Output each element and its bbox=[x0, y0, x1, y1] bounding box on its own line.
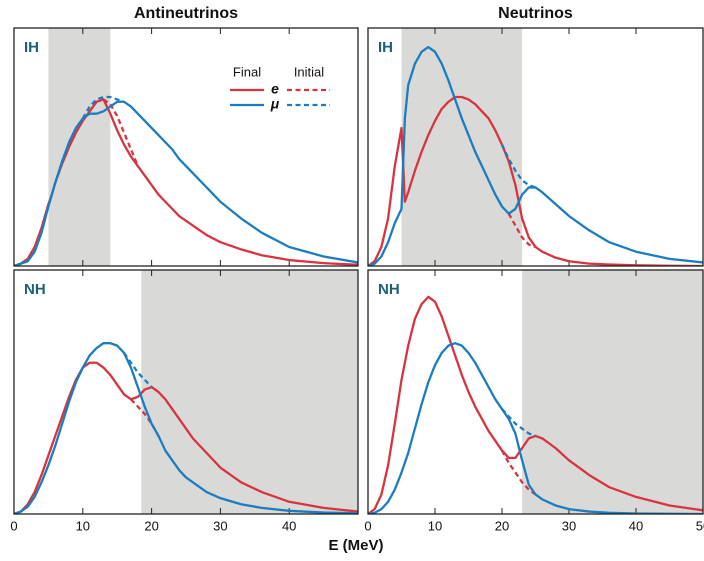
x-tick-label: 0 bbox=[364, 518, 371, 533]
legend-header: Initial bbox=[294, 64, 324, 79]
initial-line bbox=[501, 408, 536, 438]
panel bbox=[14, 270, 358, 514]
x-axis-label: E (MeV) bbox=[328, 537, 383, 554]
panel-label: NH bbox=[24, 281, 46, 298]
legend-header: Final bbox=[233, 64, 261, 79]
initial-line bbox=[507, 213, 536, 249]
x-tick-label: 0 bbox=[10, 518, 17, 533]
panel-frame bbox=[367, 27, 704, 267]
panel-title: Antineutrinos bbox=[134, 5, 238, 22]
panel-label: NH bbox=[378, 281, 400, 298]
x-tick-label: 30 bbox=[213, 518, 227, 533]
initial-line bbox=[123, 352, 153, 388]
panel-title: Neutrinos bbox=[498, 5, 573, 22]
panel-label: IH bbox=[378, 39, 393, 56]
x-tick-label: 20 bbox=[495, 518, 509, 533]
final-line bbox=[14, 361, 358, 514]
panel bbox=[14, 28, 358, 266]
panel-frame bbox=[13, 269, 359, 515]
x-tick-label: 10 bbox=[76, 518, 90, 533]
panel-label: IH bbox=[24, 39, 39, 56]
shaded-region bbox=[522, 270, 703, 514]
x-tick-label: 40 bbox=[629, 518, 643, 533]
initial-line bbox=[500, 144, 536, 189]
x-tick-label: 10 bbox=[428, 518, 442, 533]
x-tick-label: 30 bbox=[562, 518, 576, 533]
shaded-region bbox=[48, 28, 111, 266]
legend-label: μ bbox=[270, 96, 280, 112]
x-tick-label: 20 bbox=[144, 518, 158, 533]
initial-line bbox=[102, 98, 139, 167]
panel-frame bbox=[367, 269, 704, 515]
legend-label: e bbox=[271, 81, 279, 97]
shaded-region bbox=[141, 270, 358, 514]
panel bbox=[368, 28, 703, 266]
final-line bbox=[368, 295, 703, 514]
final-line bbox=[368, 45, 703, 266]
initial-line bbox=[81, 95, 125, 120]
x-tick-label: 40 bbox=[282, 518, 296, 533]
panel bbox=[368, 270, 703, 514]
initial-line bbox=[500, 450, 537, 496]
x-tick-label: 50 bbox=[696, 518, 704, 533]
final-line bbox=[368, 342, 703, 514]
panel-frame bbox=[13, 27, 359, 267]
